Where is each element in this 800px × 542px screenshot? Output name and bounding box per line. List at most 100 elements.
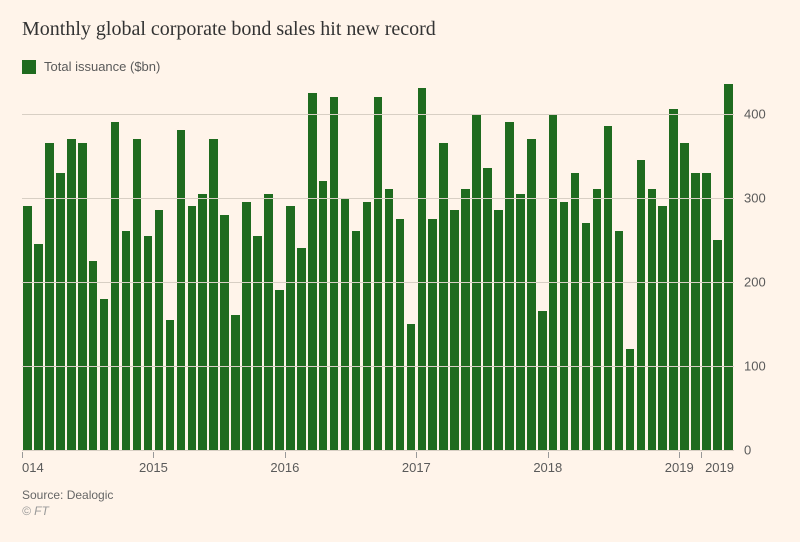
- bar-slot: [383, 80, 394, 450]
- bar-slot: [471, 80, 482, 450]
- bar-slot: [121, 80, 132, 450]
- bar: [713, 240, 722, 450]
- x-tick-label: 2018: [533, 460, 562, 475]
- bar: [308, 93, 317, 450]
- bar-slot: [624, 80, 635, 450]
- bar: [483, 168, 492, 450]
- bar: [626, 349, 635, 450]
- bar: [385, 189, 394, 450]
- bar-slot: [592, 80, 603, 450]
- bar: [231, 315, 240, 450]
- bar: [67, 139, 76, 450]
- bar: [89, 261, 98, 450]
- bar: [461, 189, 470, 450]
- bar: [691, 173, 700, 451]
- copyright-text: © FT: [22, 504, 778, 518]
- bar: [220, 215, 229, 450]
- x-tick-label: 2015: [139, 460, 168, 475]
- x-tick: [22, 452, 23, 458]
- bar-slot: [241, 80, 252, 450]
- bar-slot: [296, 80, 307, 450]
- bar-slot: [537, 80, 548, 450]
- x-tick: [153, 452, 154, 458]
- bar: [286, 206, 295, 450]
- bar-slot: [77, 80, 88, 450]
- bar: [538, 311, 547, 450]
- bar-slot: [22, 80, 33, 450]
- legend-label: Total issuance ($bn): [44, 59, 160, 74]
- bar-slot: [274, 80, 285, 450]
- bar-slot: [373, 80, 384, 450]
- bar: [253, 236, 262, 450]
- bar-slot: [132, 80, 143, 450]
- bar: [264, 194, 273, 450]
- bar: [363, 202, 372, 450]
- x-tick: [416, 452, 417, 458]
- bar-slot: [44, 80, 55, 450]
- bar: [396, 219, 405, 450]
- bar: [658, 206, 667, 450]
- bar-slot: [526, 80, 537, 450]
- bar-slot: [668, 80, 679, 450]
- grid-line: [22, 114, 734, 115]
- bar-slot: [340, 80, 351, 450]
- chart-title: Monthly global corporate bond sales hit …: [22, 18, 778, 41]
- bar: [439, 143, 448, 450]
- bar-slot: [416, 80, 427, 450]
- bar-slot: [307, 80, 318, 450]
- bar-slot: [208, 80, 219, 450]
- x-tick: [285, 452, 286, 458]
- x-tick-label: 2017: [402, 460, 431, 475]
- bars-container: [22, 80, 734, 450]
- chart-footer: Source: Dealogic © FT: [22, 488, 778, 518]
- bar: [615, 231, 624, 450]
- bar-slot: [219, 80, 230, 450]
- bar: [593, 189, 602, 450]
- bar: [450, 210, 459, 450]
- bar: [494, 210, 503, 450]
- bar-slot: [99, 80, 110, 450]
- bar-slot: [449, 80, 460, 450]
- x-tick: [701, 452, 702, 458]
- bar-slot: [55, 80, 66, 450]
- bar-slot: [285, 80, 296, 450]
- bar-slot: [723, 80, 734, 450]
- bar-slot: [66, 80, 77, 450]
- bar-slot: [690, 80, 701, 450]
- x-tick-label: 014: [22, 460, 44, 475]
- x-tick: [548, 452, 549, 458]
- bar: [275, 290, 284, 450]
- bar-slot: [570, 80, 581, 450]
- legend-swatch: [22, 60, 36, 74]
- bar: [352, 231, 361, 450]
- bar: [571, 173, 580, 451]
- bar-slot: [405, 80, 416, 450]
- bar: [144, 236, 153, 450]
- bar: [516, 194, 525, 450]
- bar: [166, 320, 175, 450]
- bar-slot: [318, 80, 329, 450]
- bar-slot: [351, 80, 362, 450]
- bar: [297, 248, 306, 450]
- bar-slot: [460, 80, 471, 450]
- bar-slot: [164, 80, 175, 450]
- bar-slot: [394, 80, 405, 450]
- bar: [78, 143, 87, 450]
- x-axis: 014201520162017201820192019: [22, 452, 734, 482]
- y-tick-label: 0: [738, 443, 778, 458]
- bar-slot: [613, 80, 624, 450]
- bar: [604, 126, 613, 450]
- bar-slot: [230, 80, 241, 450]
- bar: [34, 244, 43, 450]
- bar-slot: [482, 80, 493, 450]
- x-tick-label: 2019: [665, 460, 694, 475]
- bar: [669, 109, 678, 450]
- bar-slot: [252, 80, 263, 450]
- bar: [319, 181, 328, 450]
- bar: [648, 189, 657, 450]
- x-tick-label: 2019: [705, 460, 734, 475]
- bar: [527, 139, 536, 450]
- legend: Total issuance ($bn): [22, 59, 778, 74]
- bar-slot: [438, 80, 449, 450]
- bar: [724, 84, 733, 450]
